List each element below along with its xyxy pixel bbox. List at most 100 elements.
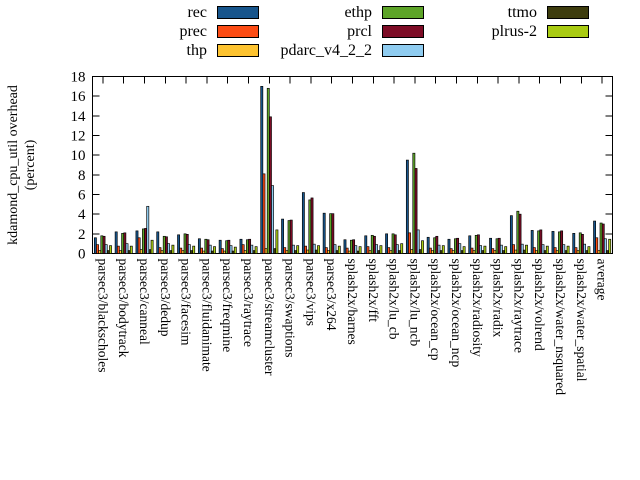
x-tick-label: splash2x/volrend bbox=[532, 259, 547, 351]
bar bbox=[271, 185, 274, 254]
bar bbox=[96, 244, 99, 254]
bar bbox=[354, 245, 358, 254]
legend-item-pdarc_v4_2_2: pdarc_v4_2_2 bbox=[267, 41, 424, 60]
bar bbox=[358, 246, 362, 254]
bar bbox=[512, 244, 515, 254]
bar bbox=[218, 239, 222, 254]
legend-item-rec: rec bbox=[137, 3, 259, 22]
bar bbox=[520, 243, 524, 254]
bar bbox=[541, 244, 545, 254]
x-tick-label: splash2x/lu_ncb bbox=[407, 259, 422, 347]
bar bbox=[400, 243, 404, 254]
bar bbox=[462, 246, 466, 254]
bar bbox=[296, 245, 300, 254]
legend-item-ttmo: ttmo bbox=[447, 3, 589, 22]
bar bbox=[408, 232, 411, 254]
y-tick-label: 18 bbox=[71, 70, 86, 86]
bar bbox=[366, 246, 370, 254]
bar bbox=[447, 238, 451, 254]
bar bbox=[530, 230, 534, 254]
bar bbox=[479, 245, 482, 254]
legend-label: plrus-2 bbox=[491, 22, 537, 40]
x-tick-label: parsec3/fluidanimate bbox=[199, 259, 214, 372]
bar bbox=[125, 243, 129, 254]
legend-item-plrus-2: plrus-2 bbox=[447, 22, 589, 41]
bar bbox=[468, 235, 472, 254]
bar bbox=[192, 245, 196, 254]
bar bbox=[146, 205, 150, 254]
bar bbox=[233, 246, 237, 254]
bar bbox=[241, 244, 245, 254]
bar bbox=[551, 231, 555, 254]
bar bbox=[171, 244, 175, 254]
bar bbox=[593, 220, 596, 254]
bar bbox=[123, 232, 127, 254]
y-tick-label: 12 bbox=[71, 129, 86, 145]
legend-label: thp bbox=[186, 41, 207, 59]
x-tick-label: splash2x/ocean_cp bbox=[428, 259, 443, 361]
bar bbox=[208, 244, 212, 254]
bar bbox=[116, 245, 120, 254]
legend-swatch-pdarc_v4_2_2 bbox=[382, 44, 424, 57]
bar bbox=[477, 234, 480, 254]
bar bbox=[262, 173, 266, 254]
bar bbox=[414, 168, 418, 254]
legend-label: prcl bbox=[347, 22, 372, 40]
bar bbox=[167, 243, 170, 254]
x-tick-label: parsec3/raytrace bbox=[241, 259, 256, 347]
y-tick-label: 2 bbox=[78, 227, 86, 243]
bar bbox=[458, 243, 462, 254]
bar bbox=[337, 245, 341, 254]
bar bbox=[114, 231, 118, 254]
bar bbox=[421, 240, 424, 254]
x-tick-label: parsec3/blackscholes bbox=[95, 259, 110, 373]
bar bbox=[197, 238, 201, 254]
legend-label: prec bbox=[179, 22, 207, 40]
x-tick-label: splash2x/lu_cb bbox=[387, 259, 402, 340]
y-tick-label: 8 bbox=[78, 168, 86, 184]
y-tick-label: 10 bbox=[71, 148, 86, 164]
bar bbox=[109, 245, 112, 254]
bar bbox=[104, 244, 108, 254]
bar bbox=[441, 245, 445, 254]
bar bbox=[317, 245, 320, 254]
x-tick-label: parsec3/facesim bbox=[179, 259, 194, 346]
x-tick-label: splash2x/radiosity bbox=[470, 259, 485, 357]
legend-label: ttmo bbox=[507, 3, 537, 21]
legend-swatch-plrus-2 bbox=[547, 25, 589, 38]
bar bbox=[333, 244, 337, 254]
bar bbox=[583, 243, 586, 254]
bar bbox=[156, 231, 160, 254]
y-tick-label: 14 bbox=[71, 109, 87, 125]
legend-item-prcl: prcl bbox=[267, 22, 424, 41]
bar bbox=[525, 244, 528, 254]
x-tick-label: parsec3/x264 bbox=[324, 259, 339, 331]
x-tick-label: parsec3/freqmine bbox=[220, 259, 235, 353]
legend-item-thp: thp bbox=[137, 41, 259, 60]
legend-label: ethp bbox=[344, 3, 372, 21]
bar bbox=[595, 237, 599, 254]
y-tick-label: 6 bbox=[78, 188, 86, 204]
bar bbox=[509, 215, 513, 254]
bar bbox=[137, 237, 141, 254]
legend-column: ethp prcl pdarc_v4_2_2 bbox=[267, 3, 424, 60]
bar bbox=[229, 245, 233, 254]
x-tick-label: parsec3/bodytrack bbox=[116, 259, 131, 358]
x-tick-label: parsec3/dedup bbox=[158, 259, 173, 337]
bar bbox=[322, 212, 326, 254]
x-tick-label: parsec3/swaptions bbox=[283, 259, 298, 358]
bar bbox=[560, 230, 564, 254]
bar bbox=[260, 86, 264, 254]
bar bbox=[289, 219, 293, 254]
bar bbox=[269, 116, 272, 254]
legend-swatch-rec bbox=[217, 6, 259, 19]
y-tick-label: 4 bbox=[78, 207, 86, 223]
bar bbox=[562, 244, 566, 254]
bar bbox=[331, 213, 335, 254]
bar bbox=[608, 238, 612, 254]
y-tick-label: 16 bbox=[71, 89, 87, 105]
bar bbox=[405, 159, 409, 254]
legend-swatch-prec bbox=[217, 25, 259, 38]
